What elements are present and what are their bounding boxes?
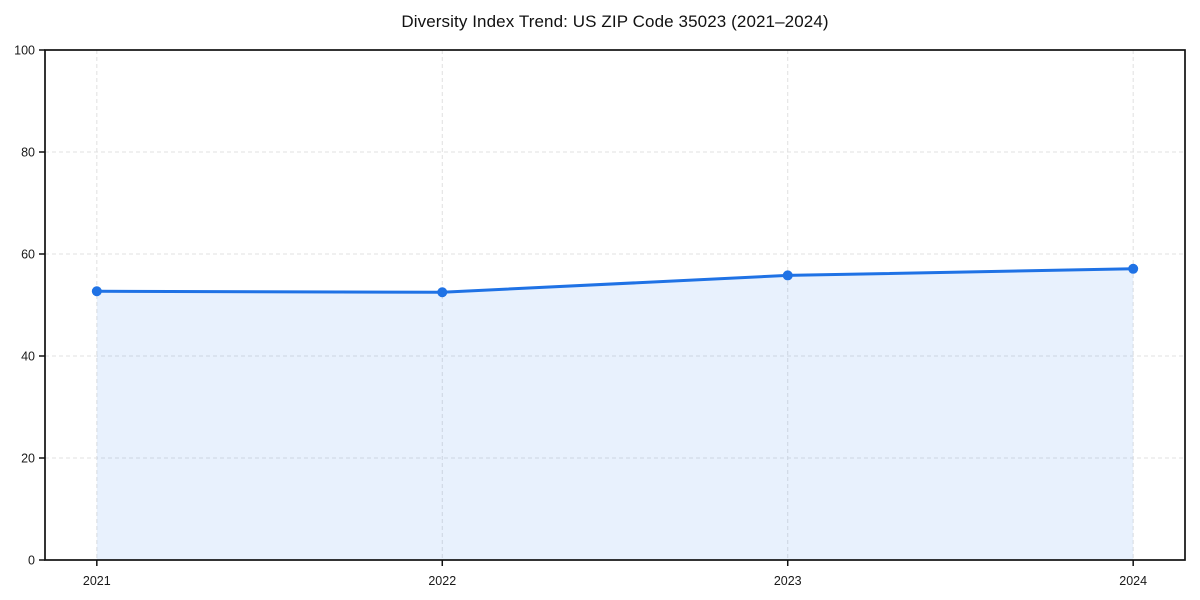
area-fill	[96, 268, 1134, 560]
chart-title: Diversity Index Trend: US ZIP Code 35023…	[401, 12, 829, 31]
data-point-marker	[782, 270, 793, 281]
y-tick-label: 20	[21, 452, 35, 466]
x-tick-label: 2024	[1119, 574, 1147, 588]
x-tick-label: 2021	[83, 574, 111, 588]
x-tick-label: 2023	[774, 574, 802, 588]
x-tick-label: 2022	[428, 574, 456, 588]
plot-border	[44, 49, 1186, 561]
trend-line	[95, 267, 1135, 294]
y-tick-label: 80	[21, 146, 35, 160]
y-tick-label: 0	[28, 554, 35, 568]
data-point-marker	[437, 287, 448, 298]
y-tick-label: 60	[21, 248, 35, 262]
y-tick-label: 40	[21, 350, 35, 364]
y-tick-label: 100	[14, 44, 35, 58]
data-point-marker	[91, 286, 102, 297]
data-point-marker	[1128, 263, 1139, 274]
